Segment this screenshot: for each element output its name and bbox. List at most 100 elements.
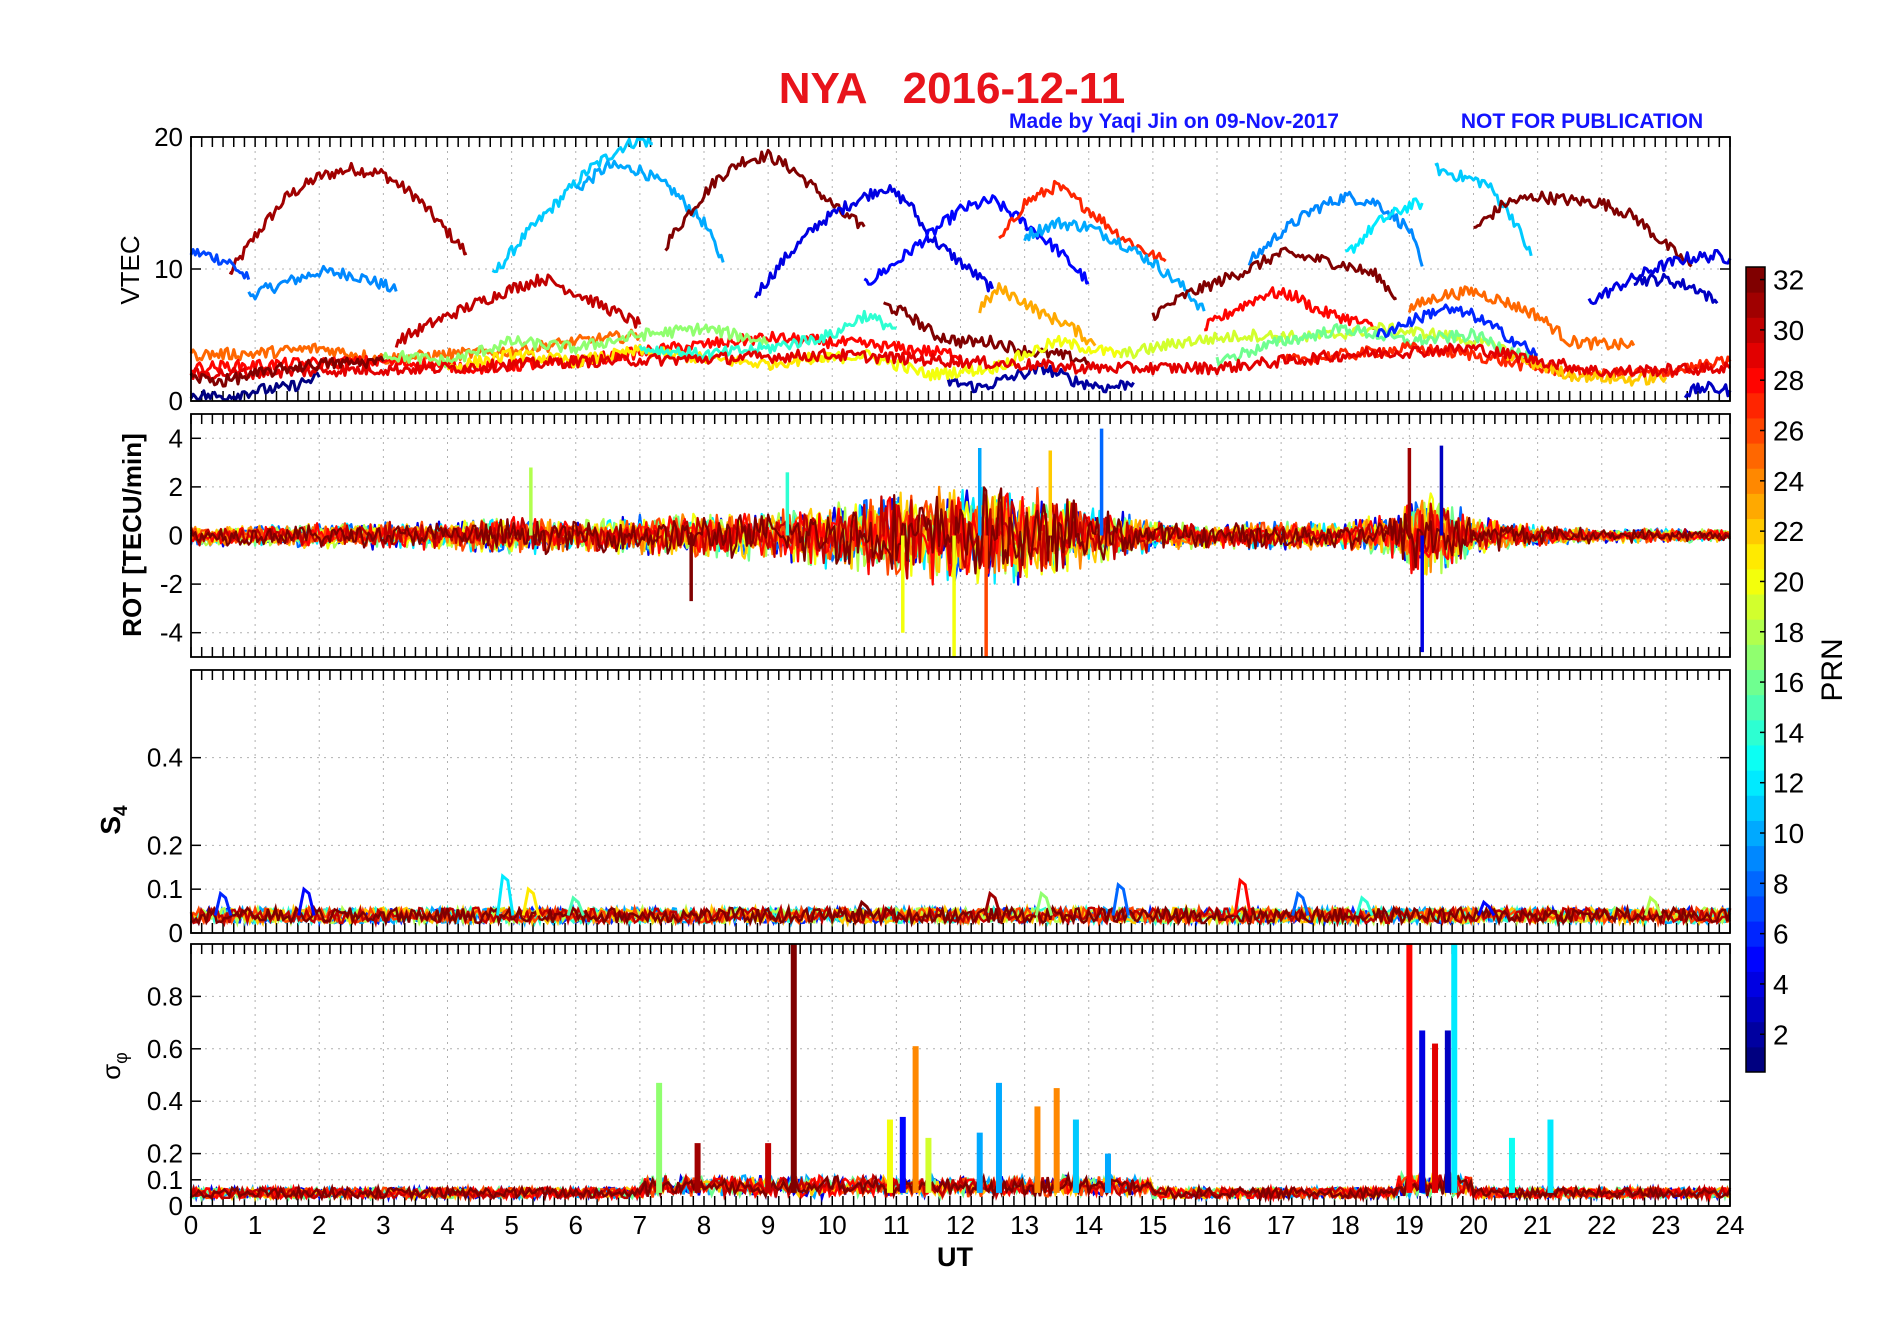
x-tick-label: 4	[440, 1210, 454, 1240]
colorbar-swatch	[1746, 770, 1765, 796]
sigma-peak	[1547, 1119, 1554, 1193]
colorbar-tick-label: 18	[1773, 617, 1804, 648]
x-axis: 0 1 2 3 4 5 6 7 8 9 10 11 12 13 14 15 16 17 18 19 20 21 22 23 24	[184, 1210, 1745, 1240]
credit-text: Made by Yaqi Jin on 09-Nov-2017	[1009, 110, 1339, 133]
s4-plot-area	[191, 670, 1730, 933]
colorbar-swatch	[1746, 267, 1765, 293]
colorbar-tick-label: 28	[1773, 365, 1804, 396]
sigma-ytick-label: 0.8	[147, 981, 183, 1011]
colorbar-tick-label: 12	[1773, 768, 1804, 799]
sigma-peak	[1034, 1106, 1041, 1193]
colorbar-tick-label: 10	[1773, 818, 1804, 849]
rot-panel: -4 -2 0 2 4	[160, 413, 1732, 658]
colorbar-swatch	[1746, 417, 1765, 444]
sigma-series-prn-32	[190, 1167, 1732, 1204]
vtec-series-prn-20	[799, 334, 1123, 382]
vtec-ylabel: VTEC	[115, 235, 145, 304]
sigma-peak	[976, 1132, 983, 1193]
rot-ylabel: ROT [TECU/min]	[117, 433, 147, 637]
colorbar-swatch	[1746, 669, 1765, 696]
sigma-peak	[925, 1137, 932, 1193]
vtec-series-prn-5	[863, 194, 1090, 286]
colorbar-tick-label: 2	[1773, 1019, 1789, 1050]
vtec-series-prn-21	[446, 343, 834, 373]
sigma-ytick-label: 0.2	[147, 1139, 183, 1169]
colorbar-tick-label: 26	[1773, 416, 1804, 447]
vtec-series-prn-10	[574, 159, 725, 263]
vtec-series-prn-4	[1587, 249, 1732, 306]
s4-ytick-label: 0.4	[147, 743, 183, 773]
x-tick-label: 13	[1010, 1210, 1039, 1240]
sigma-peak	[1508, 1137, 1515, 1193]
colorbar-swatch	[1746, 921, 1765, 947]
colorbar-swatch	[1746, 392, 1765, 419]
x-tick-label: 19	[1395, 1210, 1424, 1240]
x-tick-label: 23	[1651, 1210, 1680, 1240]
s4-border	[190, 669, 1731, 934]
s4-ticks	[190, 670, 1731, 934]
x-tick-label: 14	[1074, 1210, 1103, 1240]
sigma-phi-panel: 00.10.2 0.4 0.6 0.8	[147, 943, 1732, 1221]
colorbar-swatch	[1746, 317, 1765, 343]
colorbar-swatch	[1746, 568, 1765, 595]
colorbar-swatch	[1746, 744, 1765, 771]
rot-ytick-label: 2	[169, 472, 183, 502]
sigma-phi-ylabel: σφ	[96, 1052, 131, 1080]
vtec-series-prn-7	[189, 247, 251, 281]
vtec-series-prn-29	[189, 342, 1732, 381]
colorbar-swatch	[1746, 443, 1765, 469]
colorbar-swatch	[1746, 543, 1765, 570]
sigma-ytick-label: 0.1	[147, 1165, 183, 1195]
colorbar-swatch	[1746, 795, 1765, 821]
colorbar-tick-label: 24	[1773, 466, 1804, 497]
colorbar-swatch	[1746, 946, 1765, 972]
vtec-series-prn-32	[1151, 246, 1398, 322]
sigma-peak	[1053, 1088, 1060, 1193]
colorbar-tick-label: 6	[1773, 919, 1789, 950]
sigma-peak	[694, 1143, 701, 1193]
colorbar-tick-label: 8	[1773, 868, 1789, 899]
notice-text: NOT FOR PUBLICATION	[1461, 110, 1703, 133]
vtec-series-prn-9	[1247, 190, 1424, 267]
vtec-series-prn-28	[1204, 286, 1378, 332]
vtec-series-prn-32	[883, 301, 1090, 366]
s4-peak	[297, 886, 316, 916]
x-tick-label: 18	[1331, 1210, 1360, 1240]
colorbar-swatch	[1746, 594, 1765, 620]
sigma-peak	[1451, 944, 1458, 1193]
s4-peak	[1233, 877, 1252, 916]
vtec-series-prn-32	[1473, 190, 1693, 268]
s4-panel: 0 0.1 0.2 0.4	[147, 669, 1732, 948]
vtec-series-prn-14	[638, 309, 897, 361]
rot-ytick-label: -2	[160, 569, 183, 599]
vtec-series-prn-11	[491, 136, 653, 274]
sigma-border	[190, 943, 1731, 1207]
s4-peak	[1355, 895, 1374, 917]
vtec-series-prn-3	[1683, 380, 1732, 399]
colorbar-tick-label: 30	[1773, 315, 1804, 346]
x-axis-label: UT	[937, 1242, 973, 1272]
rot-ytick-label: -4	[160, 618, 183, 648]
sigma-peak	[1072, 1119, 1079, 1193]
sigma-peak	[1104, 1153, 1111, 1193]
sigma-peak	[1419, 1030, 1426, 1193]
colorbar-swatch	[1746, 518, 1765, 545]
sigma-peak	[886, 1119, 893, 1193]
vtec-ytick-label: 10	[154, 254, 183, 284]
s4-peak	[1111, 881, 1130, 916]
vtec-series-prn-17	[381, 322, 770, 369]
s4-peak	[566, 895, 585, 917]
s4-ytick-label: 0.2	[147, 830, 183, 860]
x-tick-label: 21	[1523, 1210, 1552, 1240]
vtec-series-prn-3	[1633, 272, 1719, 305]
sigma-peak	[765, 1143, 772, 1193]
s4-peak	[855, 899, 874, 917]
colorbar-swatch	[1746, 619, 1765, 645]
x-tick-label: 1	[248, 1210, 262, 1240]
sigma-peak	[1432, 1043, 1439, 1193]
colorbar-tick-label: 32	[1773, 265, 1804, 296]
rot-border	[190, 413, 1731, 658]
x-tick-label: 9	[761, 1210, 775, 1240]
x-tick-label: 12	[946, 1210, 975, 1240]
colorbar-tick-label: 4	[1773, 969, 1789, 1000]
